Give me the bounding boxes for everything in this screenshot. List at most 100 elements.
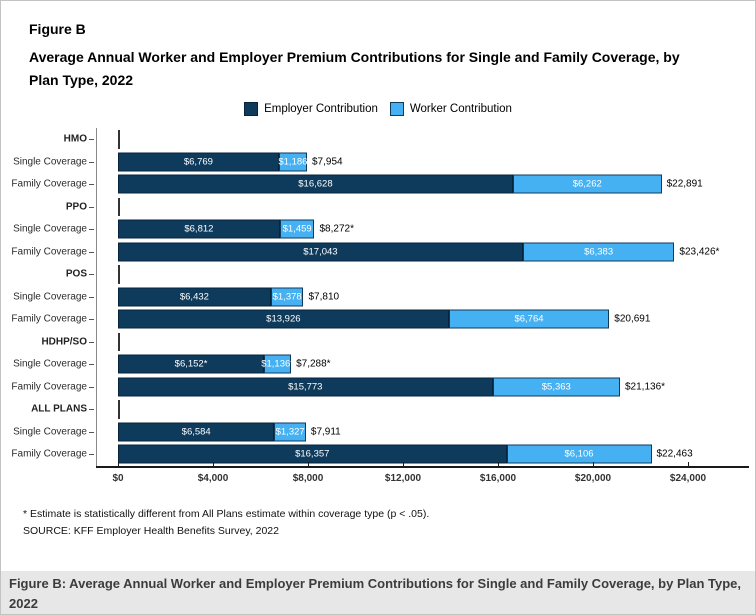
y-axis-tick [89, 139, 94, 141]
y-axis-tick [89, 274, 94, 276]
worker-bar-segment: $1,378 [270, 287, 304, 307]
y-axis-line [96, 128, 97, 466]
employer-value-label: $6,812 [184, 223, 214, 235]
worker-bar-segment: $1,327 [274, 422, 306, 442]
x-axis-tick-label: $0 [112, 472, 124, 484]
employer-value-label: $6,152* [174, 358, 208, 370]
y-axis-tick [89, 184, 94, 186]
row-label: Single Coverage [13, 358, 87, 370]
x-axis-tick-label: $24,000 [669, 472, 707, 484]
coverage-row-single-coverage: Single Coverage $6,432 $1,378 $7,810 [1, 286, 755, 309]
legend-item-worker: Worker Contribution [389, 102, 512, 116]
stacked-bar-chart: HMO Single Coverage $6,769 $1,186 $7,954 Fami… [1, 128, 755, 494]
worker-value-label: $1,327 [275, 426, 305, 438]
employer-value-label: $16,357 [295, 448, 330, 460]
bar-stack: $6,432 $1,378 $7,810 [118, 287, 339, 307]
total-value-label: $20,691 [614, 313, 651, 325]
y-axis-tick [89, 454, 94, 456]
bar-stack: $6,584 $1,327 $7,911 [118, 422, 341, 442]
employer-bar-segment: $15,773 [118, 377, 493, 397]
plan-group-row-hmo: HMO [1, 128, 755, 151]
y-axis-tick [89, 296, 94, 298]
y-axis-tick [89, 206, 94, 208]
coverage-row-family-coverage: Family Coverage $17,043 $6,383 $23,426* [1, 241, 755, 264]
coverage-row-family-coverage: Family Coverage $13,926 $6,764 $20,691 [1, 308, 755, 331]
worker-value-label: $1,459 [282, 223, 312, 235]
row-label: Family Coverage [11, 381, 87, 393]
zero-baseline-mark [118, 197, 120, 216]
worker-bar-segment: $6,106 [506, 444, 652, 464]
x-axis-tick-label: $16,000 [479, 472, 517, 484]
legend-label-employer: Employer Contribution [264, 103, 378, 115]
worker-value-label: $1,186 [278, 156, 308, 168]
x-axis-tick-label: $8,000 [292, 472, 324, 484]
footnote-asterisk: * Estimate is statistically different fr… [23, 507, 430, 520]
x-axis-tick-label: $20,000 [574, 472, 612, 484]
y-axis-tick [89, 409, 94, 411]
x-axis-tick [118, 461, 119, 466]
y-axis-tick [89, 319, 94, 321]
row-label: Family Coverage [11, 313, 87, 325]
worker-bar-segment: $1,136* [261, 354, 294, 374]
y-axis-tick [89, 386, 94, 388]
worker-value-label: $1,136* [261, 358, 294, 370]
row-label: Single Coverage [13, 291, 87, 303]
x-axis-tick [593, 461, 594, 466]
zero-baseline-mark [118, 400, 120, 419]
figure-content: Figure B Average Annual Worker and Emplo… [1, 1, 755, 571]
bar-stack: $6,152* $1,136* $7,288* [118, 354, 331, 374]
worker-bar-segment: $1,459 [279, 219, 315, 239]
chart-rows: HMO Single Coverage $6,769 $1,186 $7,954 Fami… [1, 128, 755, 466]
coverage-row-family-coverage: Family Coverage $15,773 $5,363 $21,136* [1, 376, 755, 399]
total-value-label: $23,426* [679, 246, 720, 258]
footnotes: * Estimate is statistically different fr… [1, 494, 755, 541]
employer-value-label: $6,584 [181, 426, 211, 438]
coverage-row-family-coverage: Family Coverage $16,628 $6,262 $22,891 [1, 173, 755, 196]
bar-stack: $13,926 $6,764 $20,691 [118, 309, 651, 329]
total-value-label: $8,272* [319, 223, 354, 235]
legend: Employer Contribution Worker Contribution [29, 102, 727, 116]
y-axis-tick [89, 364, 94, 366]
total-value-label: $7,911 [310, 426, 341, 438]
plan-group-row-pos: POS [1, 263, 755, 286]
employer-bar-segment: $6,812 [118, 219, 280, 239]
plan-group-row-ppo: PPO [1, 196, 755, 219]
zero-baseline-mark [118, 265, 120, 284]
row-label: Single Coverage [13, 156, 87, 168]
employer-swatch-icon [244, 102, 259, 116]
plan-group-row-all-plans: ALL PLANS [1, 398, 755, 421]
plan-group-label: PPO [65, 201, 87, 213]
worker-bar-segment: $6,383 [522, 242, 675, 262]
row-label: Single Coverage [13, 426, 87, 438]
bar-stack: $6,812 $1,459 $8,272* [118, 219, 354, 239]
x-axis: $0 $4,000 $8,000 $12,000 $16,000 $20,000 $24,0… [1, 461, 755, 494]
worker-value-label: $5,363 [541, 381, 571, 393]
coverage-row-single-coverage: Single Coverage $6,152* $1,136* $7,288* [1, 353, 755, 376]
x-axis-tick-label: $12,000 [384, 472, 422, 484]
employer-bar-segment: $6,584 [118, 422, 275, 442]
employer-value-label: $16,628 [298, 178, 333, 190]
employer-bar-segment: $13,926 [118, 309, 449, 329]
x-axis-tick [498, 461, 499, 466]
x-axis-tick [688, 461, 689, 466]
employer-bar-segment: $16,628 [118, 174, 513, 194]
employer-bar-segment: $6,152* [118, 354, 265, 374]
footnote-source: SOURCE: KFF Employer Health Benefits Sur… [23, 525, 279, 537]
employer-value-label: $6,769 [183, 156, 213, 168]
bar-stack: $6,769 $1,186 $7,954 [118, 152, 343, 172]
zero-baseline-mark [118, 332, 120, 351]
worker-value-label: $1,378 [272, 291, 302, 303]
row-label: Family Coverage [11, 448, 87, 460]
row-label: Single Coverage [13, 223, 87, 235]
figure-label: Figure B [29, 21, 86, 37]
worker-bar-segment: $6,764 [448, 309, 610, 329]
worker-swatch-icon [389, 102, 404, 116]
y-axis-tick [89, 229, 94, 231]
x-axis-line [96, 465, 749, 468]
employer-value-label: $6,432 [179, 291, 209, 303]
legend-label-worker: Worker Contribution [409, 103, 512, 115]
bar-stack: $17,043 $6,383 $23,426* [118, 242, 720, 262]
plan-group-row-hdhp-so: HDHP/SO [1, 331, 755, 354]
y-axis-tick [89, 431, 94, 433]
employer-bar-segment: $17,043 [118, 242, 523, 262]
